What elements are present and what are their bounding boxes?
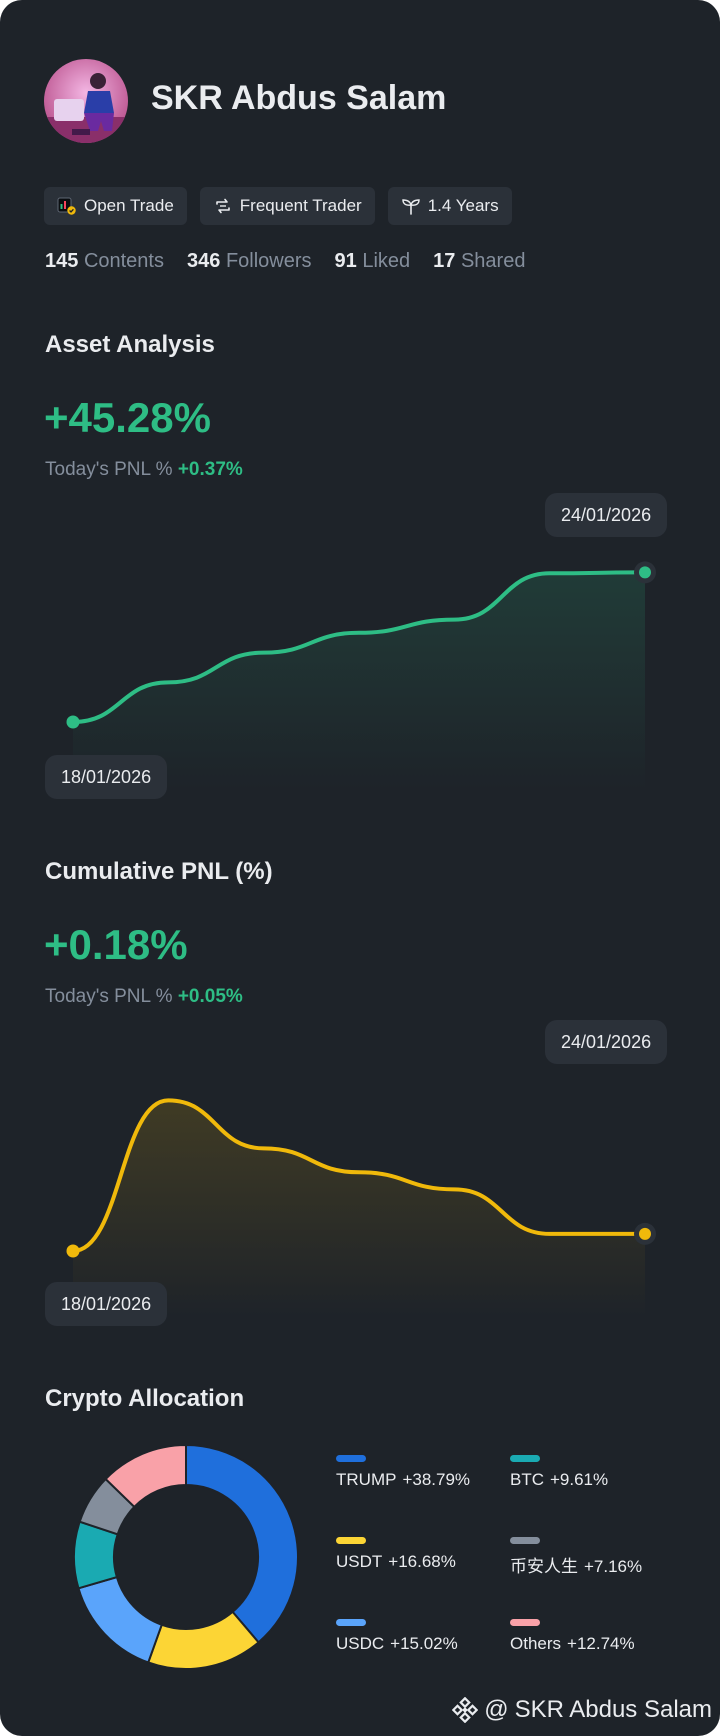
- cumulative-today-pnl: Today's PNL % +0.05%: [45, 986, 243, 1008]
- legend-pct: +16.68%: [388, 1552, 456, 1571]
- legend-item-btc[interactable]: BTC +9.61%: [510, 1455, 608, 1490]
- series-line: [71, 570, 647, 724]
- donut-slice[interactable]: [185, 1443, 299, 1644]
- avatar-image: [44, 59, 128, 143]
- tag-label: Open Trade: [84, 196, 174, 215]
- stat-followers[interactable]: 346 Followers: [187, 250, 312, 273]
- trader-tags: Open Trade Frequent Trader 1.4 Years: [44, 187, 512, 225]
- legend-item-usdt[interactable]: USDT +16.68%: [336, 1537, 456, 1572]
- asset-analysis-chart[interactable]: [0, 500, 720, 800]
- legend-pct: +12.74%: [567, 1634, 635, 1653]
- profile-stats: 145 Contents 346 Followers 91 Liked 17 S…: [45, 250, 525, 273]
- legend-swatch: [336, 1537, 366, 1544]
- legend-pct: +15.02%: [390, 1634, 458, 1653]
- cumulative-pnl-chart[interactable]: [0, 1027, 720, 1327]
- legend-item-others[interactable]: Others +12.74%: [510, 1619, 635, 1654]
- legend-swatch: [336, 1619, 366, 1626]
- legend-swatch: [510, 1455, 540, 1462]
- stat-label: Followers: [225, 250, 312, 272]
- open-trade-icon: [57, 197, 76, 215]
- legend-name: BTC: [510, 1470, 544, 1489]
- legend-name: TRUMP: [336, 1470, 397, 1489]
- today-pnl-value: +0.05%: [177, 986, 243, 1007]
- today-pnl-label: Today's PNL %: [45, 459, 173, 480]
- tag-label: 1.4 Years: [427, 196, 499, 215]
- legend-name: Others: [510, 1634, 562, 1653]
- donut-slice[interactable]: [104, 1443, 187, 1509]
- tag-years[interactable]: 1.4 Years: [387, 187, 512, 225]
- asset-end-date: 24/01/2026: [545, 493, 668, 537]
- stat-label: Liked: [362, 250, 411, 272]
- start-point: [66, 715, 80, 729]
- profile-name: SKR Abdus Salam: [151, 79, 447, 117]
- legend-swatch: [336, 1455, 366, 1462]
- stat-contents[interactable]: 145 Contents: [45, 250, 164, 273]
- tag-label: Frequent Trader: [239, 196, 362, 215]
- legend-name: USDT: [336, 1552, 383, 1571]
- footer-prefix: @: [484, 1696, 509, 1723]
- asset-analysis-title: Asset Analysis: [45, 331, 215, 358]
- asset-analysis-value: +45.28%: [44, 394, 211, 441]
- asset-today-pnl: Today's PNL % +0.37%: [45, 459, 243, 481]
- allocation-donut-chart[interactable]: [70, 1441, 302, 1673]
- today-pnl-value: +0.37%: [177, 459, 243, 480]
- footer-handle: SKR Abdus Salam: [514, 1696, 712, 1723]
- pnl-end-date: 24/01/2026: [545, 1020, 668, 1064]
- today-pnl-label: Today's PNL %: [45, 986, 173, 1007]
- stat-value: 145: [45, 250, 79, 272]
- asset-start-date: 18/01/2026: [45, 755, 168, 799]
- legend-item-binance-life[interactable]: 币安人生 +7.16%: [510, 1537, 642, 1577]
- donut-slice[interactable]: [77, 1575, 164, 1664]
- series-area: [73, 1100, 645, 1317]
- stat-value: 91: [334, 250, 357, 272]
- crypto-allocation-title: Crypto Allocation: [45, 1385, 245, 1412]
- sprout-icon: [401, 199, 420, 215]
- legend-pct: +7.16%: [584, 1557, 643, 1576]
- stat-value: 17: [433, 250, 456, 272]
- footer-watermark: @ SKR Abdus Salam: [452, 1696, 712, 1724]
- pnl-start-date: 18/01/2026: [45, 1282, 168, 1326]
- start-point: [66, 1244, 80, 1258]
- legend-swatch: [510, 1537, 540, 1544]
- stat-liked[interactable]: 91 Liked: [335, 250, 411, 273]
- stat-label: Contents: [83, 250, 164, 272]
- legend-name: USDC: [336, 1634, 385, 1653]
- legend-item-usdc[interactable]: USDC +15.02%: [336, 1619, 458, 1654]
- tag-frequent-trader[interactable]: Frequent Trader: [199, 187, 375, 225]
- allocation-legend: TRUMP +38.79% USDT +16.68% USDC +15.02% BTC…: [336, 1450, 696, 1690]
- legend-name: 币安人生: [510, 1557, 578, 1576]
- cumulative-pnl-value: +0.18%: [44, 921, 188, 968]
- tag-open-trade[interactable]: Open Trade: [44, 187, 187, 225]
- series-area: [73, 572, 645, 790]
- series-line: [71, 1098, 647, 1253]
- avatar[interactable]: [44, 59, 128, 143]
- legend-item-trump[interactable]: TRUMP +38.79%: [336, 1455, 470, 1490]
- repeat-icon: [215, 198, 230, 214]
- legend-swatch: [510, 1619, 540, 1626]
- legend-pct: +38.79%: [402, 1470, 471, 1489]
- cumulative-pnl-title: Cumulative PNL (%): [45, 858, 273, 885]
- end-point: [639, 566, 651, 579]
- stat-shared[interactable]: 17 Shared: [433, 250, 525, 273]
- end-point: [639, 1227, 651, 1240]
- stat-value: 346: [187, 250, 221, 272]
- legend-pct: +9.61%: [550, 1470, 609, 1489]
- stat-label: Shared: [460, 250, 526, 272]
- binance-logo-icon: [452, 1697, 479, 1723]
